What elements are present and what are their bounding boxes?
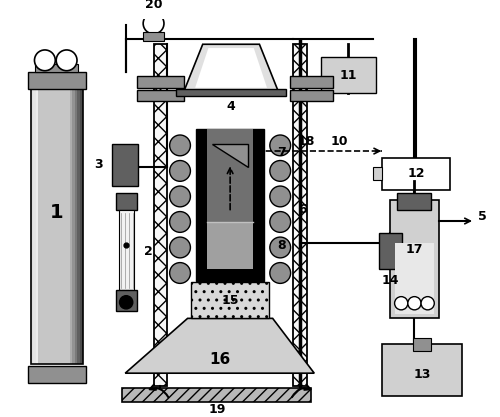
Polygon shape xyxy=(382,158,450,190)
Polygon shape xyxy=(41,89,44,364)
Polygon shape xyxy=(290,76,333,88)
Polygon shape xyxy=(373,167,382,181)
Text: 4: 4 xyxy=(226,100,235,113)
Polygon shape xyxy=(122,388,312,402)
Circle shape xyxy=(170,186,190,207)
Circle shape xyxy=(421,296,434,310)
Polygon shape xyxy=(56,89,60,364)
Polygon shape xyxy=(36,89,39,364)
Polygon shape xyxy=(28,366,86,383)
Circle shape xyxy=(170,237,190,258)
Polygon shape xyxy=(378,233,402,269)
Polygon shape xyxy=(80,89,83,364)
Text: 3: 3 xyxy=(94,158,103,171)
Circle shape xyxy=(270,237,290,258)
Polygon shape xyxy=(60,89,62,364)
Polygon shape xyxy=(294,44,306,387)
Polygon shape xyxy=(118,210,134,290)
Polygon shape xyxy=(143,32,164,41)
Circle shape xyxy=(270,161,290,181)
Circle shape xyxy=(408,296,421,310)
Text: 18: 18 xyxy=(298,135,316,148)
Text: 15: 15 xyxy=(222,294,239,307)
Polygon shape xyxy=(62,89,65,364)
Circle shape xyxy=(170,161,190,181)
Circle shape xyxy=(120,296,133,309)
Polygon shape xyxy=(154,44,167,387)
Text: 20: 20 xyxy=(145,0,162,11)
Circle shape xyxy=(143,13,164,34)
Polygon shape xyxy=(64,89,68,364)
Polygon shape xyxy=(116,193,136,210)
Polygon shape xyxy=(321,58,376,93)
Text: 1: 1 xyxy=(50,203,64,221)
Polygon shape xyxy=(78,89,80,364)
Polygon shape xyxy=(46,89,50,364)
Text: 17: 17 xyxy=(406,244,423,256)
Polygon shape xyxy=(208,129,253,269)
Text: 19: 19 xyxy=(208,402,226,416)
Polygon shape xyxy=(49,89,52,364)
Polygon shape xyxy=(195,48,267,88)
Circle shape xyxy=(270,186,290,207)
Polygon shape xyxy=(390,200,439,318)
Polygon shape xyxy=(36,64,78,72)
Text: 6: 6 xyxy=(298,203,307,216)
Text: 7: 7 xyxy=(277,146,285,159)
Polygon shape xyxy=(412,338,432,352)
Circle shape xyxy=(394,296,408,310)
Text: 10: 10 xyxy=(331,135,348,148)
Text: 13: 13 xyxy=(414,368,430,381)
Text: 12: 12 xyxy=(408,167,425,180)
Text: 11: 11 xyxy=(340,69,357,82)
Circle shape xyxy=(56,50,77,71)
Polygon shape xyxy=(196,129,264,281)
Text: 16: 16 xyxy=(209,352,231,367)
Text: 5: 5 xyxy=(478,210,487,223)
Text: 2: 2 xyxy=(144,245,152,258)
Polygon shape xyxy=(54,89,57,364)
Circle shape xyxy=(170,135,190,156)
Polygon shape xyxy=(212,144,248,167)
Polygon shape xyxy=(176,89,286,96)
Polygon shape xyxy=(30,89,34,364)
Polygon shape xyxy=(28,72,86,89)
Circle shape xyxy=(270,211,290,232)
Polygon shape xyxy=(382,344,462,396)
Polygon shape xyxy=(75,89,78,364)
Polygon shape xyxy=(72,89,76,364)
Circle shape xyxy=(170,211,190,232)
Polygon shape xyxy=(398,193,432,210)
Polygon shape xyxy=(70,89,73,364)
Polygon shape xyxy=(184,44,278,91)
Polygon shape xyxy=(67,89,70,364)
Polygon shape xyxy=(394,243,434,314)
Polygon shape xyxy=(116,290,136,311)
Polygon shape xyxy=(112,143,138,186)
Circle shape xyxy=(270,263,290,284)
Circle shape xyxy=(34,50,56,71)
Polygon shape xyxy=(38,89,42,364)
Circle shape xyxy=(170,263,190,284)
Polygon shape xyxy=(290,90,333,101)
Polygon shape xyxy=(34,89,36,364)
Polygon shape xyxy=(52,89,54,364)
Polygon shape xyxy=(136,90,184,101)
Circle shape xyxy=(270,135,290,156)
Polygon shape xyxy=(125,318,314,373)
Polygon shape xyxy=(44,89,47,364)
Text: 9: 9 xyxy=(255,145,264,158)
Polygon shape xyxy=(192,282,269,318)
Text: 8: 8 xyxy=(277,239,285,252)
Text: 14: 14 xyxy=(381,274,398,287)
Polygon shape xyxy=(136,76,184,88)
Polygon shape xyxy=(208,222,253,269)
